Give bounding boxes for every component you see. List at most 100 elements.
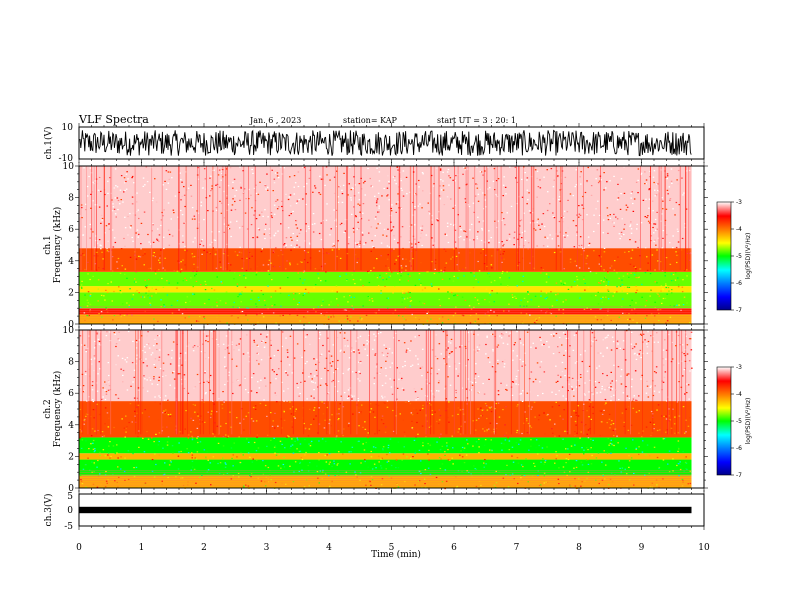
spectrogram-speckle (687, 425, 690, 427)
spectrogram-speckle (629, 239, 631, 241)
spectrogram-speckle (163, 410, 165, 412)
spectrogram-speckle (579, 297, 581, 299)
spectrogram-speckle (164, 462, 166, 464)
spectrogram-speckle (417, 363, 419, 365)
ch2-colorbar-tick-label: -5 (736, 418, 742, 425)
spectrogram-speckle (269, 412, 272, 414)
spectrogram-speckle (642, 440, 644, 442)
spectrogram-speckle (420, 284, 422, 286)
spectrogram-speckle (590, 418, 592, 420)
spectrogram-speckle (519, 464, 522, 466)
spectrogram-speckle (391, 393, 394, 395)
spectrogram-speckle (610, 386, 612, 388)
spectrogram-speckle (389, 366, 392, 368)
spectrogram-speckle (299, 461, 302, 463)
spectrogram-speckle (677, 284, 680, 286)
spectrogram-speckle (157, 320, 159, 323)
spectrogram-speckle (165, 188, 168, 190)
spectrogram-speckle (670, 280, 673, 282)
spectrogram-streak (427, 330, 429, 435)
spectrogram-speckle (532, 342, 534, 344)
spectrogram-speckle (212, 400, 214, 402)
spectrogram-speckle (99, 473, 101, 475)
spectrogram-speckle (294, 293, 297, 295)
spectrogram-speckle (140, 222, 143, 224)
spectrogram-speckle (272, 443, 274, 445)
spectrogram-speckle (495, 482, 498, 484)
spectrogram-speckle (336, 464, 338, 466)
spectrogram-speckle (613, 175, 615, 177)
spectrogram-speckle (222, 391, 224, 393)
spectrogram-speckle (337, 430, 340, 432)
spectrogram-speckle (422, 445, 424, 447)
spectrogram-speckle (558, 390, 560, 392)
spectrogram-speckle (500, 283, 502, 285)
ch3-waveform-panel: 5 0 -5 ch.3(V) 0 1 2 3 4 5 6 7 8 9 10 Time (min) (43, 492, 710, 560)
spectrogram-speckle (327, 337, 329, 339)
spectrogram-speckle (305, 230, 307, 232)
spectrogram-speckle (516, 181, 519, 183)
spectrogram-speckle (145, 358, 147, 360)
spectrogram-speckle (579, 437, 581, 439)
spectrogram-speckle (378, 180, 381, 182)
spectrogram-speckle (260, 480, 263, 482)
spectrogram-speckle (406, 193, 408, 195)
spectrogram-speckle (486, 336, 488, 338)
spectrogram-speckle (158, 395, 160, 397)
spectrogram-speckle (151, 199, 154, 202)
spectrogram-speckle (240, 301, 242, 303)
spectrogram-speckle (374, 353, 377, 355)
spectrogram-speckle (543, 475, 546, 477)
spectrogram-speckle (439, 305, 441, 307)
spectrogram-speckle (99, 368, 101, 370)
spectrogram-speckle (486, 431, 488, 433)
spectrogram-speckle (368, 480, 371, 482)
spectrogram-speckle (609, 180, 611, 182)
spectrogram-speckle (245, 277, 247, 279)
spectrogram-speckle (112, 246, 115, 248)
spectrogram-speckle (324, 473, 327, 475)
ch2-spec-ytick-label: 8 (68, 358, 74, 368)
spectrogram-speckle (582, 195, 584, 198)
spectrogram-speckle (576, 231, 578, 233)
spectrogram-speckle (474, 195, 477, 197)
spectrogram-speckle (564, 236, 566, 238)
spectrogram-speckle (486, 429, 488, 431)
spectrogram-speckle (85, 209, 87, 211)
spectrogram-speckle (397, 242, 399, 244)
spectrogram-speckle (340, 395, 343, 397)
spectrogram-speckle (341, 193, 344, 195)
spectrogram-speckle (428, 210, 430, 212)
spectrogram-speckle (291, 239, 293, 241)
spectrogram-speckle (305, 336, 307, 338)
spectrogram-speckle (82, 234, 85, 236)
spectrogram-speckle (493, 458, 495, 460)
spectrogram-speckle (331, 480, 333, 482)
spectrogram-speckle (400, 379, 403, 381)
spectrogram-speckle (414, 193, 416, 195)
spectrogram-speckle (225, 434, 227, 436)
spectrogram-speckle (654, 301, 656, 303)
spectrogram-speckle (282, 463, 285, 466)
spectrogram-speckle (101, 436, 104, 438)
spectrogram-speckle (79, 408, 82, 411)
spectrogram-speckle (155, 288, 157, 290)
spectrogram-speckle (628, 466, 630, 468)
spectrogram-speckle (314, 382, 317, 384)
spectrogram-speckle (80, 480, 83, 482)
spectrogram-speckle (462, 314, 464, 316)
spectrogram-speckle (520, 299, 522, 301)
spectrogram-speckle (439, 198, 441, 200)
spectrogram-speckle (170, 304, 173, 306)
spectrogram-speckle (188, 434, 190, 436)
spectrogram-speckle (296, 437, 298, 439)
spectrogram-speckle (349, 463, 351, 465)
spectrogram-speckle (468, 205, 471, 208)
spectrogram-speckle (299, 354, 302, 357)
spectrogram-speckle (503, 363, 506, 365)
spectrogram-speckle (605, 187, 607, 189)
spectrogram-speckle (477, 200, 480, 202)
spectrogram-speckle (149, 267, 152, 269)
spectrogram-speckle (271, 279, 273, 281)
spectrogram-speckle (158, 432, 161, 434)
